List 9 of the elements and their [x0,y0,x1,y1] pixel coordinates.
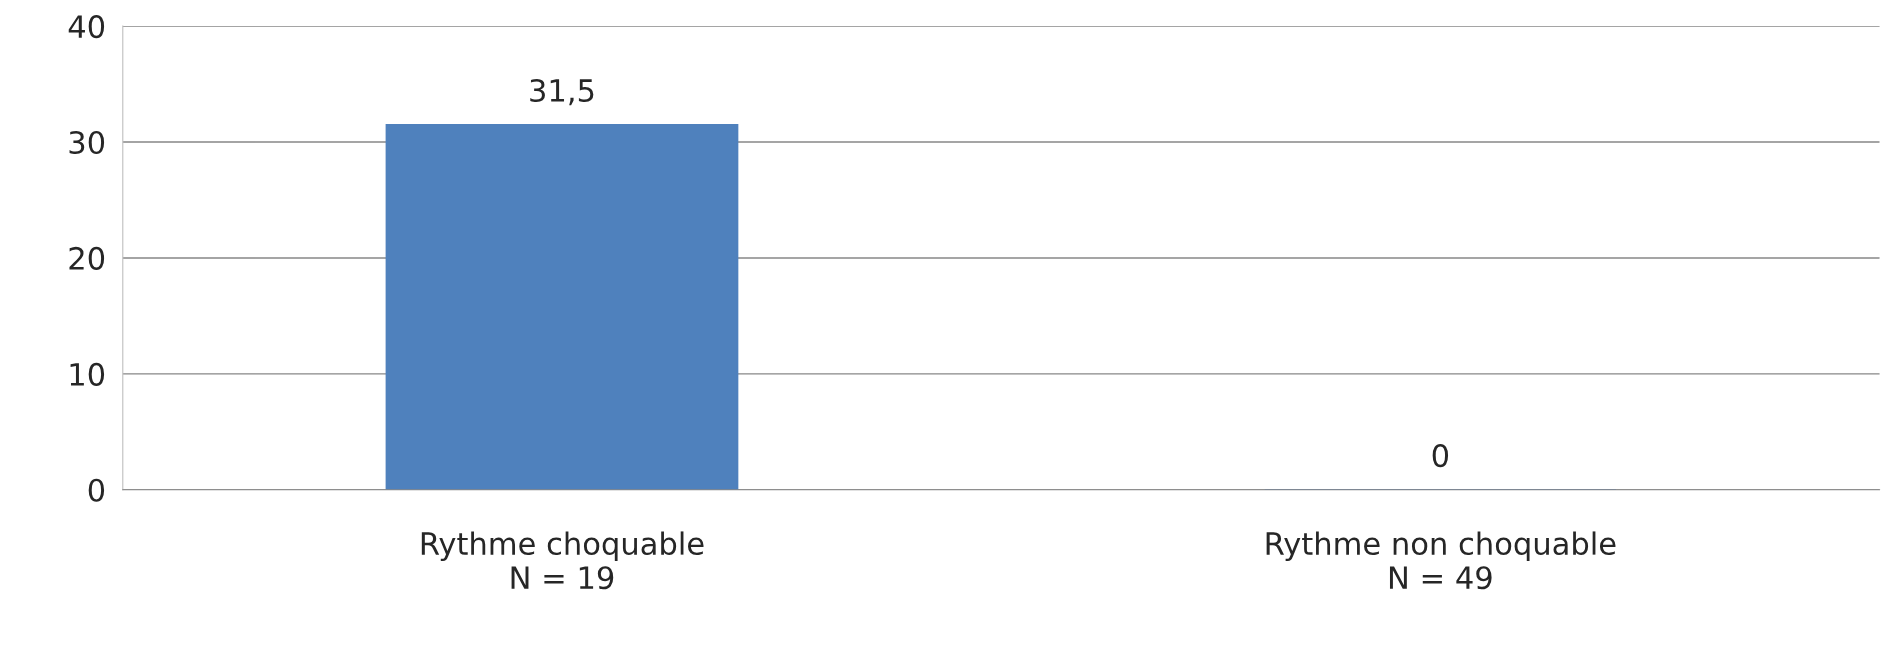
y-tick-label: 10 [70,362,105,386]
y-tick-label: 20 [69,246,105,270]
x-tick-label: Rythme choquable N = 19 [421,531,704,590]
y-tick-label: 30 [69,130,105,155]
y-tick-label: 0 [88,478,105,502]
x-tick-label: Rythme non choquable N = 49 [1266,531,1616,590]
data-label: 0 [1432,444,1449,468]
data-label: 31,5 [530,78,594,106]
y-tick-label: 40 [68,15,105,39]
